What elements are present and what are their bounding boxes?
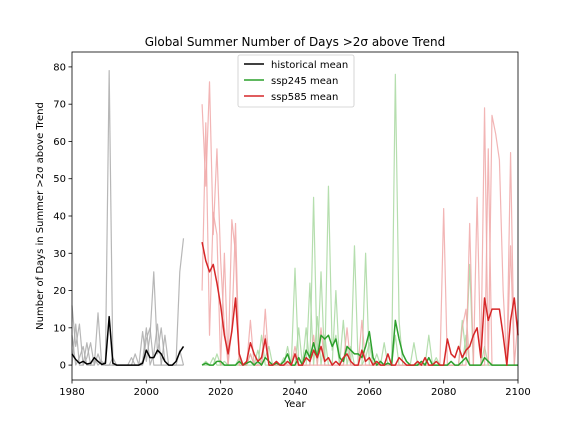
x-axis-label: Year: [283, 399, 306, 410]
y-axis: 0 10 20 30 40 50 60 70 80: [53, 62, 72, 372]
legend-label-ssp245: ssp245 mean: [271, 76, 338, 87]
y-tick-label: 60: [53, 137, 66, 148]
mean-lines: [71, 241, 519, 366]
legend-label-ssp585: ssp585 mean: [271, 92, 338, 103]
legend-label-historical: historical mean: [271, 60, 348, 71]
x-tick-label: 2020: [208, 387, 233, 398]
y-axis-label: Number of Days in Summer >2σ above Trend: [35, 102, 46, 330]
y-tick-label: 80: [53, 62, 66, 73]
x-tick-label: 1980: [59, 387, 84, 398]
x-axis: 1980 2000 2020 2040 2060 2080 2100: [59, 380, 531, 398]
y-tick-label: 30: [53, 249, 66, 260]
x-tick-label: 2040: [282, 387, 307, 398]
y-tick-label: 10: [53, 323, 66, 334]
legend-box: [237, 54, 355, 108]
legend: historical mean ssp245 mean ssp585 mean: [237, 54, 355, 108]
y-tick-label: 70: [53, 100, 66, 111]
x-tick-label: 2000: [134, 387, 159, 398]
y-tick-label: 40: [53, 212, 66, 223]
y-tick-label: 0: [60, 361, 66, 372]
x-tick-label: 2060: [357, 387, 382, 398]
chart-title: Global Summer Number of Days >2σ above T…: [145, 35, 446, 49]
x-tick-label: 2100: [505, 387, 530, 398]
y-tick-label: 50: [53, 174, 66, 185]
x-tick-label: 2080: [431, 387, 456, 398]
series-line-historical-mean: [71, 315, 185, 366]
series-line-ssp585-mean: [201, 241, 519, 366]
y-tick-label: 20: [53, 286, 66, 297]
